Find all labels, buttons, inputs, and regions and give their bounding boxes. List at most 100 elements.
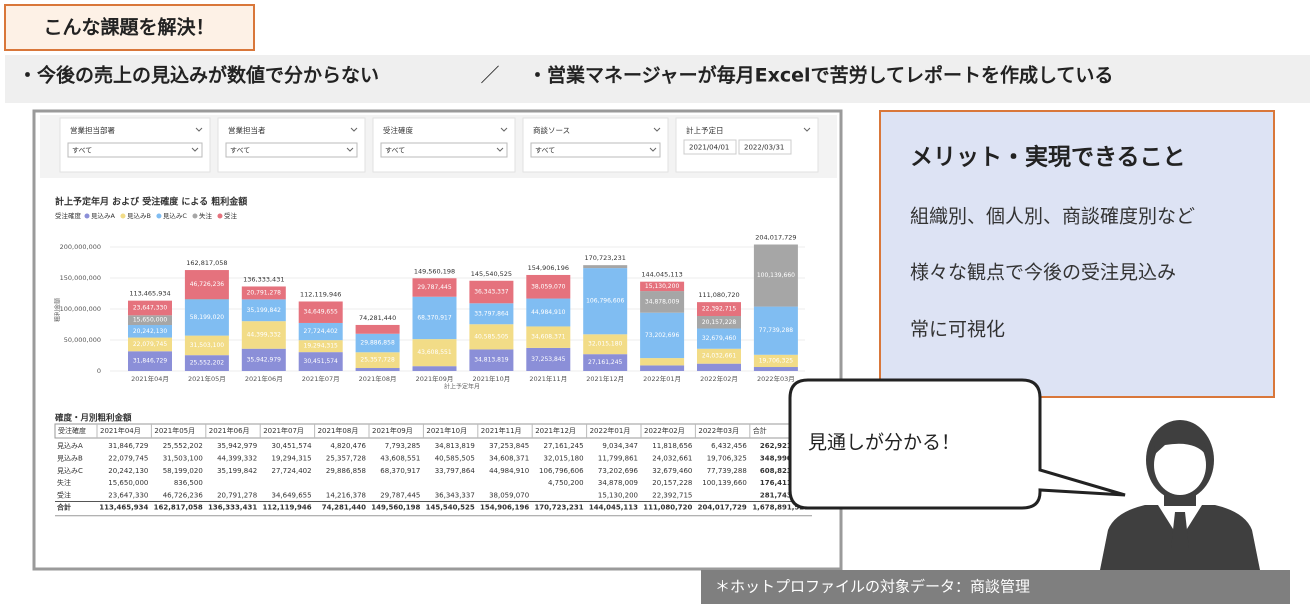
bar-segment <box>526 326 571 348</box>
bar-segment <box>412 366 457 371</box>
data-label: 25,552,202 <box>190 360 225 367</box>
filter-dropdown[interactable] <box>225 142 358 158</box>
x-tick-label: 2021年06月 <box>245 374 283 383</box>
filter-dropdown[interactable] <box>380 142 508 158</box>
footnote-bar <box>701 570 1290 604</box>
table-cell: 100,139,660 <box>702 479 747 487</box>
table-cell: 25,357,728 <box>326 454 366 462</box>
table-cell: 30,451,574 <box>272 442 313 450</box>
filter-value: すべて <box>385 147 405 155</box>
header-box <box>4 4 255 51</box>
table-cell: 170,723,231 <box>534 504 583 512</box>
table-cell: 34,878,009 <box>598 479 638 487</box>
data-label: 27,724,402 <box>304 328 339 335</box>
dropdown-chevron <box>346 147 354 152</box>
bar-segment <box>298 352 343 371</box>
bar-segment <box>526 298 571 327</box>
table-cell: 11,818,656 <box>652 442 693 450</box>
data-label: 15,130,200 <box>645 283 680 290</box>
total-label: 144,045,113 <box>641 271 682 279</box>
filter-label: 営業担当部署 <box>70 125 115 135</box>
legend-title: 受注確度 <box>55 211 82 220</box>
bar-segment <box>526 274 571 299</box>
data-label: 68,370,917 <box>417 314 452 321</box>
filter-dropdown[interactable] <box>67 142 203 158</box>
data-label: 24,032,661 <box>702 353 737 360</box>
date-input[interactable] <box>738 139 792 155</box>
filter-label: 計上予定日 <box>686 125 724 135</box>
table-cell: 11,799,861 <box>598 454 638 462</box>
data-label: 35,199,842 <box>247 307 282 314</box>
bar-segment <box>241 321 286 349</box>
bar-segment <box>583 265 628 269</box>
issue: ・今後の売上の見込みが数値で分からない <box>18 64 379 87</box>
table-cell: 162,817,058 <box>154 504 203 512</box>
bar-segment <box>640 291 685 313</box>
total-label: 170,723,231 <box>585 254 626 262</box>
table-cell: 106,796,606 <box>539 467 584 475</box>
data-label: 15,650,000 <box>133 317 168 324</box>
date-input[interactable] <box>683 139 737 155</box>
bar-segment <box>640 312 685 359</box>
legend-marker <box>217 213 223 219</box>
table-cell: 24,032,661 <box>652 454 692 462</box>
table-cell: 154,906,196 <box>480 504 529 512</box>
data-label: 100,139,660 <box>757 272 795 279</box>
table-cell: 37,253,845 <box>489 442 529 450</box>
table-row-label: 見込みB <box>57 453 83 462</box>
bar-segment <box>128 337 172 352</box>
table-cell: 9,034,347 <box>602 442 638 450</box>
table-cell: 22,079,745 <box>108 454 148 462</box>
table-cell: 58,199,020 <box>163 467 203 475</box>
data-label: 34,608,371 <box>531 334 566 341</box>
filter-dropdown[interactable] <box>530 142 661 158</box>
bar-segment <box>355 333 400 353</box>
data-label: 27,161,245 <box>588 359 623 366</box>
dropdown-chevron <box>649 147 657 152</box>
table-cell: 44,984,910 <box>489 467 529 475</box>
bar-segment <box>355 324 400 334</box>
table-cell: 43,608,551 <box>380 454 420 462</box>
total-label: 74,281,440 <box>359 314 396 322</box>
bar-segment <box>241 286 286 300</box>
table-cell: 34,649,655 <box>272 491 312 499</box>
table-cell: 19,706,325 <box>707 454 747 462</box>
table-row-label: 受注 <box>57 490 71 499</box>
table-header-cell: 2022年01月 <box>590 426 631 435</box>
table-header-cell: 2021年06月 <box>209 426 250 435</box>
filter-value: すべて <box>230 147 250 155</box>
bar-segment <box>469 303 514 325</box>
bar-segment <box>128 351 172 371</box>
data-label: 22,079,745 <box>133 341 168 348</box>
data-label: 22,392,715 <box>702 306 737 313</box>
data-label: 30,451,574 <box>304 358 339 365</box>
total-label: 162,817,058 <box>186 259 227 267</box>
bar-segment <box>128 325 172 338</box>
data-label: 58,199,020 <box>190 314 225 321</box>
filter-chevron <box>350 127 358 132</box>
table-cell: 145,540,525 <box>426 504 475 512</box>
bar-segment <box>298 301 343 323</box>
table-cell: 20,242,130 <box>108 467 148 475</box>
date-to: 2022/03/31 <box>744 144 784 152</box>
bar-segment <box>412 296 457 340</box>
header-title: こんな課題を解決！ <box>43 16 214 39</box>
data-label: 34,649,655 <box>304 309 339 316</box>
bar-segment <box>583 354 628 371</box>
table-cell: 25,552,202 <box>163 442 203 450</box>
merit-box <box>879 110 1275 398</box>
issue: ・営業マネージャーが毎月Excelで苦労してレポートを作成している <box>528 64 1113 87</box>
x-tick-label: 2021年10月 <box>472 374 510 383</box>
table-cell: 20,157,228 <box>652 479 692 487</box>
table-cell: 27,161,245 <box>544 442 584 450</box>
bar-segment <box>128 315 172 326</box>
person-icon <box>1100 420 1260 570</box>
y-tick-label: 150,000,000 <box>60 274 101 282</box>
filter-label: 受注確度 <box>383 125 413 135</box>
legend-marker <box>156 213 162 219</box>
table-row-label: 見込みA <box>57 441 83 450</box>
table-cell: 32,679,460 <box>652 467 692 475</box>
legend-label: 見込みB <box>127 211 151 220</box>
bar-segment <box>697 363 741 371</box>
table-cell: 19,294,315 <box>272 454 312 462</box>
